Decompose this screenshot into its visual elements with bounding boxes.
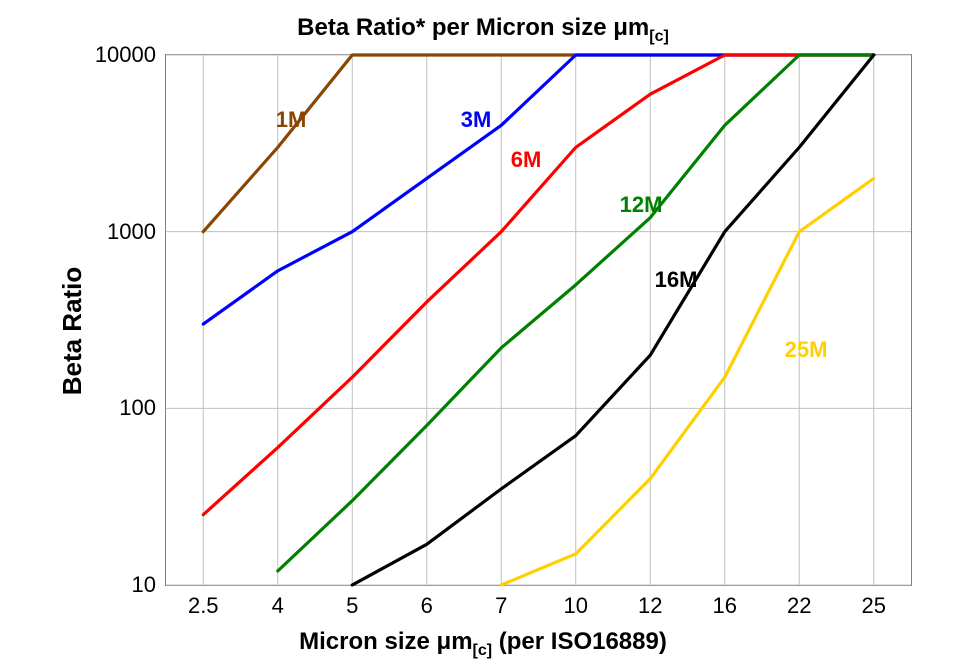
- x-tick-label: 7: [495, 593, 507, 619]
- plot-svg: [166, 55, 911, 585]
- y-tick-label: 10000: [95, 42, 156, 68]
- x-tick-label: 2.5: [188, 593, 219, 619]
- y-tick-label: 10: [132, 572, 156, 598]
- plot-area: 101001000100002.5456710121622251M3M6M12M…: [165, 54, 912, 586]
- series-label-12M: 12M: [620, 192, 663, 218]
- chart-container: Beta Ratio* per Micron size μm[c] Beta R…: [0, 0, 966, 662]
- x-tick-label: 22: [787, 593, 811, 619]
- series-line-25M: [501, 178, 874, 585]
- x-tick-label: 6: [421, 593, 433, 619]
- x-tick-label: 16: [713, 593, 737, 619]
- x-tick-label: 5: [346, 593, 358, 619]
- y-tick-label: 1000: [107, 219, 156, 245]
- y-tick-label: 100: [119, 395, 156, 421]
- x-tick-label: 12: [638, 593, 662, 619]
- x-axis-title: Micron size μm[c] (per ISO16889): [0, 628, 966, 660]
- series-label-16M: 16M: [655, 267, 698, 293]
- series-line-16M: [352, 55, 874, 585]
- x-tick-label: 25: [862, 593, 886, 619]
- x-tick-label: 4: [272, 593, 284, 619]
- series-label-25M: 25M: [785, 337, 828, 363]
- series-label-6M: 6M: [511, 147, 542, 173]
- series-label-3M: 3M: [461, 107, 492, 133]
- x-tick-label: 10: [564, 593, 588, 619]
- series-label-1M: 1M: [276, 107, 307, 133]
- y-axis-title: Beta Ratio: [57, 267, 88, 396]
